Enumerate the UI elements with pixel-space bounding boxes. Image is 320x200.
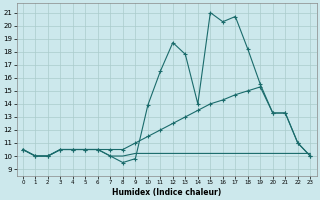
X-axis label: Humidex (Indice chaleur): Humidex (Indice chaleur) <box>112 188 221 197</box>
